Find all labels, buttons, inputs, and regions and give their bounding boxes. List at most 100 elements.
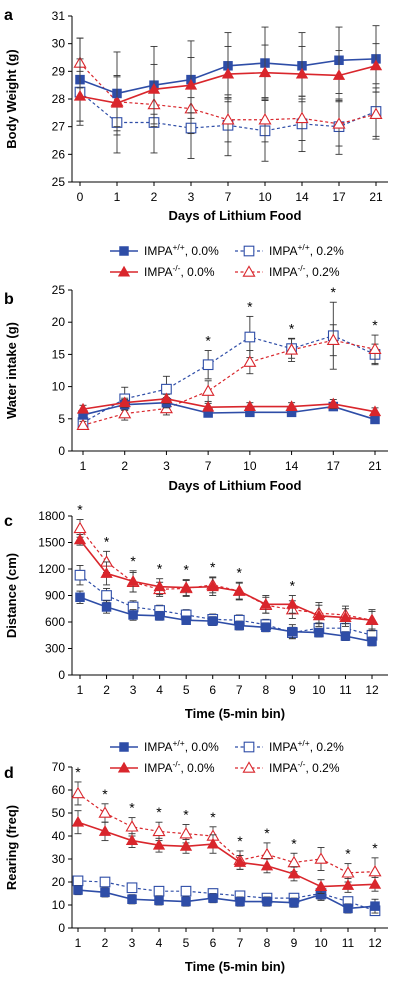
- x-tick-label: 2: [102, 936, 109, 950]
- data-point: [312, 609, 326, 621]
- legend-label: IMPA+/+, 0.2%: [269, 242, 344, 258]
- data-point: [369, 59, 383, 71]
- legend-bottom: IMPA+/+, 0.0% IMPA+/+, 0.2% IMPA-/-, 0.0% I…: [110, 738, 344, 775]
- data-point: [201, 400, 215, 412]
- data-point: [243, 400, 257, 412]
- x-tick-label: 7: [225, 190, 232, 204]
- series-4: [76, 324, 382, 430]
- data-point: [261, 622, 271, 633]
- data-point: [101, 602, 112, 612]
- significance-star: *: [77, 502, 83, 518]
- y-tick-label: 50: [52, 806, 66, 820]
- x-tick-label: 3: [163, 459, 170, 473]
- data-point: [179, 840, 193, 851]
- significance-star: *: [183, 807, 189, 823]
- series-line: [82, 398, 376, 413]
- y-axis-label: Water intake (g): [4, 322, 19, 419]
- x-tick-label: 6: [209, 683, 216, 697]
- data-point: [234, 620, 245, 631]
- y-tick-label: 0: [58, 921, 65, 935]
- data-point: [244, 331, 256, 343]
- data-point: [76, 418, 90, 430]
- x-tick-label: 6: [210, 936, 217, 950]
- x-tick-label: 3: [130, 683, 137, 697]
- y-tick-label: 60: [52, 783, 66, 797]
- legend-entry-ko-0: IMPA-/-, 0.0%: [110, 263, 215, 279]
- y-tick-label: 20: [52, 875, 66, 889]
- legend-entry-wt-0: IMPA+/+, 0.0%: [110, 242, 219, 258]
- x-tick-label: 8: [264, 936, 271, 950]
- x-tick-label: 1: [75, 936, 82, 950]
- data-point: [287, 867, 301, 879]
- series-line: [79, 527, 373, 621]
- data-point: [367, 636, 377, 647]
- data-point: [184, 78, 198, 90]
- x-tick-label: 12: [365, 683, 379, 697]
- data-point: [74, 569, 86, 581]
- x-tick-label: 14: [295, 190, 309, 204]
- data-point: [180, 581, 193, 593]
- data-point: [201, 384, 215, 396]
- data-point: [153, 580, 166, 592]
- series-2: [73, 43, 383, 132]
- series-line: [82, 401, 376, 421]
- significance-star: *: [129, 800, 135, 816]
- data-point: [258, 113, 272, 125]
- data-point: [332, 117, 346, 129]
- data-point: [285, 400, 298, 412]
- data-point: [152, 824, 166, 837]
- significance-star: *: [372, 317, 378, 333]
- x-tick-label: 7: [205, 459, 212, 473]
- x-axis-label: Days of Lithium Food: [169, 478, 302, 493]
- legend-label: IMPA+/+, 0.0%: [144, 738, 219, 754]
- data-point: [235, 896, 245, 907]
- significance-star: *: [291, 835, 297, 851]
- data-point: [207, 616, 218, 626]
- series-line: [82, 335, 376, 424]
- y-tick-label: 27: [52, 120, 66, 134]
- x-tick-label: 0: [77, 190, 84, 204]
- data-point: [368, 405, 382, 417]
- y-axis-label: Rearing (freq): [4, 805, 19, 890]
- data-point: [110, 96, 124, 108]
- data-point: [73, 533, 87, 545]
- legend-label: IMPA-/-, 0.0%: [144, 759, 215, 775]
- data-point: [126, 575, 140, 586]
- significance-star: *: [290, 578, 296, 594]
- data-point: [341, 866, 355, 878]
- x-tick-label: 8: [262, 683, 269, 697]
- data-point: [259, 598, 272, 609]
- y-tick-label: 25: [52, 283, 66, 297]
- data-point: [181, 615, 191, 625]
- series-line: [77, 889, 376, 910]
- data-point: [208, 893, 218, 903]
- data-point: [75, 592, 85, 603]
- data-point: [98, 806, 112, 818]
- data-point: [202, 359, 214, 371]
- data-point: [260, 847, 274, 860]
- x-tick-label: 4: [156, 936, 163, 950]
- data-point: [152, 838, 166, 850]
- data-point: [295, 67, 309, 79]
- y-tick-label: 0: [58, 444, 65, 458]
- data-point: [369, 107, 383, 119]
- series-line: [82, 339, 376, 426]
- data-point: [258, 66, 272, 78]
- legend-marker: [119, 246, 129, 256]
- x-axis-label: Days of Lithium Food: [169, 208, 302, 223]
- series-line: [79, 539, 373, 622]
- data-point: [128, 610, 138, 620]
- data-point: [365, 613, 379, 625]
- x-tick-label: 1: [80, 459, 87, 473]
- legend-top: IMPA+/+, 0.0% IMPA+/+, 0.2% IMPA-/-, 0.0% I…: [110, 242, 344, 279]
- data-point: [98, 825, 112, 836]
- significance-star: *: [237, 833, 243, 849]
- series-line: [77, 880, 376, 912]
- data-point: [340, 631, 351, 641]
- data-point: [73, 885, 83, 895]
- data-point: [118, 396, 131, 408]
- x-axis-label: Time (5-min bin): [185, 959, 285, 974]
- x-tick-label: 9: [289, 683, 296, 697]
- data-point: [233, 584, 246, 596]
